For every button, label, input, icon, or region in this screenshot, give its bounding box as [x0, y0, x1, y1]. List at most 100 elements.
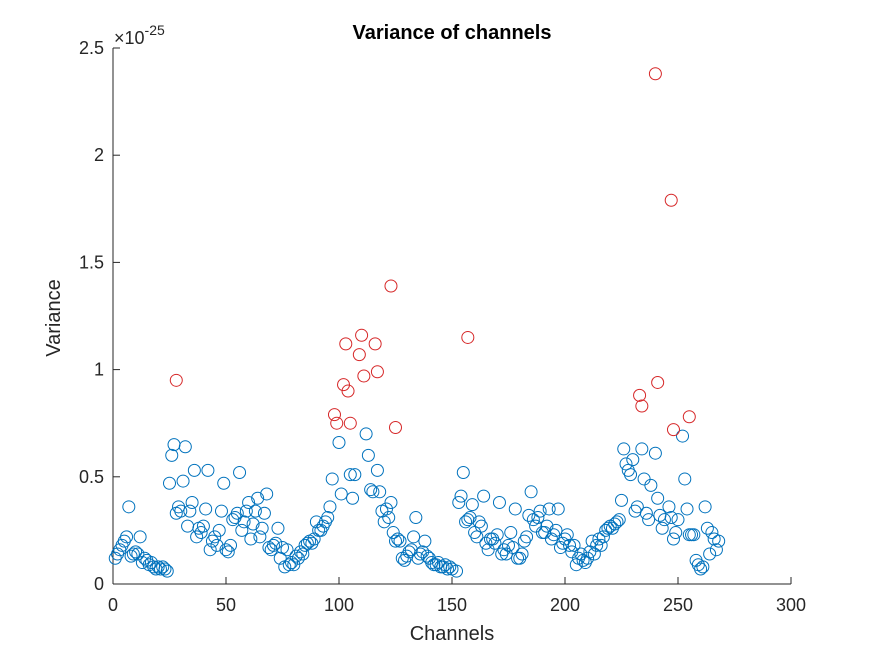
- data-point: [700, 521, 714, 535]
- data-point: [644, 478, 658, 492]
- x-tick-label: 150: [437, 595, 467, 615]
- y-tick-label: 2.5: [79, 38, 104, 58]
- data-point: [651, 491, 665, 505]
- data-point: [703, 547, 717, 561]
- data-point: [456, 466, 470, 480]
- data-point: [271, 521, 285, 535]
- data-point: [153, 562, 167, 576]
- data-point: [601, 521, 615, 535]
- data-point: [379, 502, 393, 516]
- data-point: [165, 448, 179, 462]
- data-point: [666, 532, 680, 546]
- y-tick-label: 1: [94, 360, 104, 380]
- data-point: [285, 556, 299, 570]
- outlier-point: [341, 384, 355, 398]
- data-point: [508, 502, 522, 516]
- data-point: [291, 551, 305, 565]
- outlier-point: [355, 328, 369, 342]
- data-point: [413, 547, 427, 561]
- data-point: [219, 543, 233, 557]
- data-point: [120, 530, 134, 544]
- data-point: [237, 515, 251, 529]
- data-point: [187, 463, 201, 477]
- data-point: [522, 508, 536, 522]
- y-axis-exponent: ×10-25: [114, 22, 165, 48]
- data-point: [255, 521, 269, 535]
- data-point: [343, 468, 357, 482]
- outlier-point: [633, 388, 647, 402]
- data-point: [549, 523, 563, 537]
- x-tick-label: 250: [663, 595, 693, 615]
- data-point: [639, 506, 653, 520]
- data-point: [126, 547, 140, 561]
- data-point: [221, 545, 235, 559]
- data-point: [122, 500, 136, 514]
- outlier-point: [357, 369, 371, 383]
- data-point: [574, 547, 588, 561]
- outlier-point: [651, 375, 665, 389]
- data-point: [174, 504, 188, 518]
- x-tick-label: 50: [216, 595, 236, 615]
- data-point: [203, 543, 217, 557]
- data-point: [642, 513, 656, 527]
- data-point: [608, 517, 622, 531]
- data-point: [377, 515, 391, 529]
- data-point: [612, 513, 626, 527]
- data-point: [581, 551, 595, 565]
- data-point: [208, 530, 222, 544]
- x-axis-label: Channels: [410, 623, 495, 645]
- data-point: [712, 534, 726, 548]
- data-point: [176, 474, 190, 488]
- data-point: [454, 489, 468, 503]
- data-point: [678, 472, 692, 486]
- data-point: [287, 558, 301, 572]
- data-point: [615, 493, 628, 507]
- data-point: [662, 500, 676, 514]
- data-point: [325, 472, 339, 486]
- outlier-point: [370, 365, 384, 379]
- x-tick-label: 200: [550, 595, 580, 615]
- data-point: [474, 519, 488, 533]
- data-point: [477, 489, 491, 503]
- data-point: [596, 530, 610, 544]
- data-point: [626, 453, 640, 467]
- data-point: [366, 485, 380, 499]
- y-tick-label: 0: [94, 574, 104, 594]
- data-point: [696, 560, 710, 574]
- data-point: [687, 528, 701, 542]
- data-point: [178, 440, 192, 454]
- data-point: [160, 564, 174, 578]
- data-point: [648, 446, 662, 460]
- data-point: [307, 532, 321, 546]
- data-point: [479, 536, 493, 550]
- data-point: [212, 523, 226, 537]
- data-point: [676, 429, 690, 443]
- outlier-point: [337, 378, 351, 392]
- data-point: [273, 551, 287, 565]
- data-point: [382, 511, 396, 525]
- data-point: [346, 491, 360, 505]
- data-point: [409, 511, 423, 525]
- x-tick-label: 0: [108, 595, 118, 615]
- outlier-point: [352, 348, 366, 362]
- data-point: [407, 530, 421, 544]
- data-point: [520, 530, 534, 544]
- y-tick-label: 1.5: [79, 252, 104, 272]
- data-point: [594, 538, 608, 552]
- data-point: [533, 504, 547, 518]
- data-point: [470, 530, 484, 544]
- axis-ticks: 0 50 100 150 200 250 300 0 0.5 1 1.5 2 2.5: [79, 38, 806, 615]
- data-point: [282, 558, 296, 572]
- data-point: [190, 530, 204, 544]
- data-point: [443, 560, 457, 574]
- x-tick-label: 100: [324, 595, 354, 615]
- data-point: [698, 500, 712, 514]
- data-point: [587, 547, 601, 561]
- outlier-point: [169, 373, 183, 387]
- y-tick-label: 2: [94, 145, 104, 165]
- data-point: [280, 543, 294, 557]
- data-point: [246, 517, 260, 531]
- data-point: [298, 538, 312, 552]
- data-point: [332, 435, 346, 449]
